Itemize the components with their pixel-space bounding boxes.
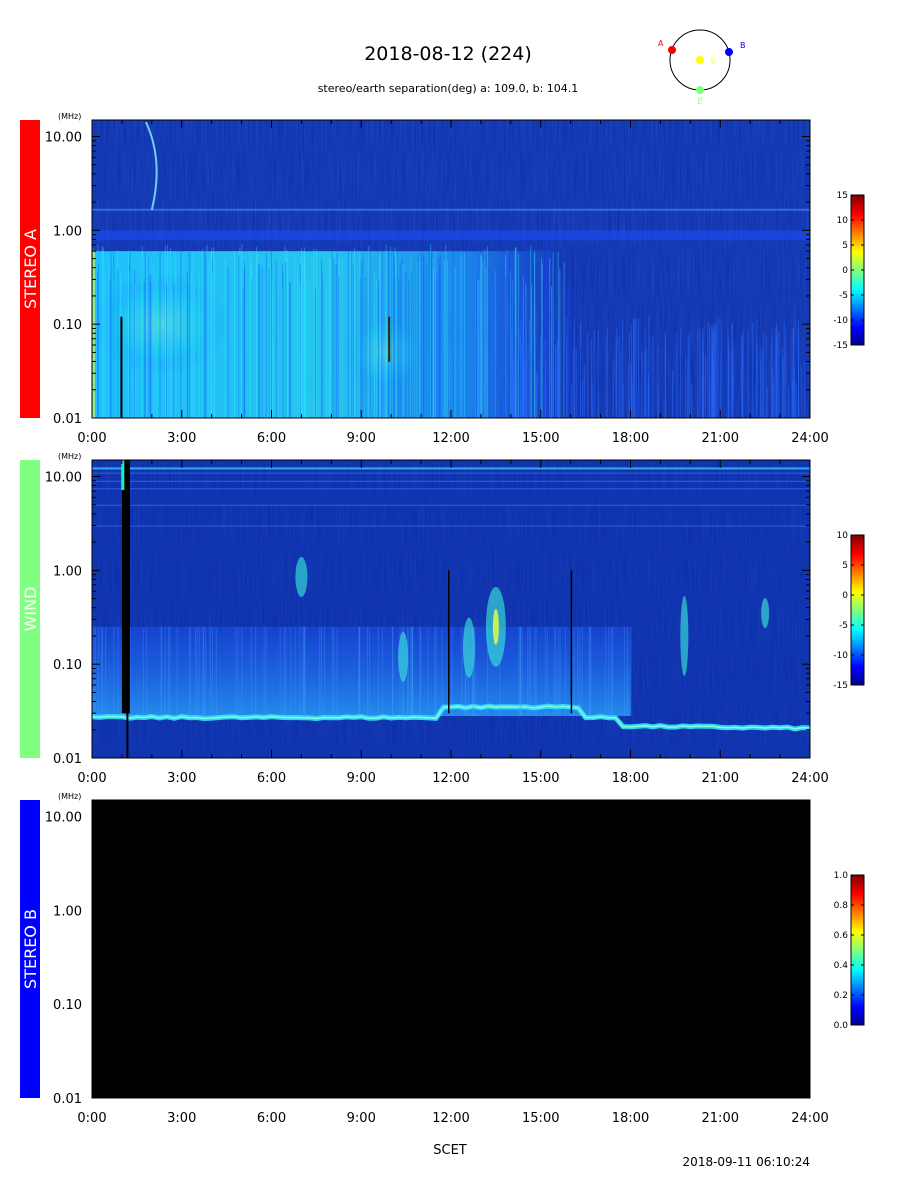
x-tick-label: 24:00 (791, 1111, 828, 1126)
colorbar-tick-label: 0.8 (834, 901, 849, 911)
colorbar-tick-label: -5 (839, 621, 848, 631)
panel-label-bar (20, 460, 40, 758)
x-tick-label: 0:00 (77, 1111, 106, 1126)
x-tick-label: 9:00 (347, 431, 376, 446)
x-tick-label: 3:00 (167, 771, 196, 786)
orbit-diagram: S E A B (658, 29, 746, 106)
colorbar-tick-label: -15 (833, 681, 848, 691)
colorbar-tick-label: 5 (842, 241, 848, 251)
y-tick-label: 1.00 (53, 564, 82, 579)
x-tick-label: 3:00 (167, 1111, 196, 1126)
colorbar (850, 874, 865, 1026)
colorbar-tick-label: 0 (842, 591, 848, 601)
y-tick-label: 0.10 (53, 998, 82, 1013)
sun-marker (696, 56, 704, 64)
spectrogram-emission (91, 460, 811, 758)
x-tick-label: 24:00 (791, 771, 828, 786)
earth-label: E (697, 97, 702, 106)
x-tick-label: 9:00 (347, 771, 376, 786)
colorbar-tick-label: 0.2 (834, 991, 848, 1001)
x-tick-label: 0:00 (77, 771, 106, 786)
x-tick-label: 12:00 (432, 771, 469, 786)
colorbar-tick-label: 0.0 (834, 1021, 849, 1031)
y-tick-label: 1.00 (53, 224, 82, 239)
panel-label: STEREO A (21, 229, 40, 309)
render-timestamp: 2018-09-11 06:10:24 (683, 1155, 810, 1169)
y-tick-label: 1.00 (53, 904, 82, 919)
x-tick-label: 6:00 (257, 1111, 286, 1126)
x-tick-label: 15:00 (522, 431, 559, 446)
stereo-a-marker (668, 46, 676, 54)
panel-label-bar (20, 800, 40, 1098)
panel-label: STEREO B (21, 909, 40, 989)
y-tick-label: 0.01 (53, 752, 82, 767)
panel-stereo-a: STEREO A (MHz) 10.00 1.00 0.10 0.01 0:00 3:00 6:… (20, 112, 865, 446)
x-tick-label: 18:00 (612, 431, 649, 446)
y-unit-label: (MHz) (58, 112, 81, 121)
stereo-a-label: A (658, 39, 664, 48)
panel-label: WIND (21, 587, 40, 632)
colorbar-tick-label: 1.0 (834, 871, 849, 881)
x-tick-label: 21:00 (702, 431, 739, 446)
colorbar-tick-label: 15 (837, 191, 848, 201)
spectrogram-emission (90, 120, 810, 418)
page-subtitle: stereo/earth separation(deg) a: 109.0, b… (318, 82, 579, 95)
x-tick-label: 24:00 (791, 431, 828, 446)
panel-stereo-b: STEREO B (MHz) 10.00 1.00 0.10 0.01 0:00 3:00 6:… (20, 792, 865, 1126)
page-title: 2018-08-12 (224) (364, 43, 532, 65)
y-unit-label: (MHz) (58, 452, 81, 461)
y-tick-label: 0.01 (53, 1092, 82, 1107)
x-tick-label: 6:00 (257, 771, 286, 786)
colorbar-tick-label: 0 (842, 266, 848, 276)
colorbar-tick-label: 10 (837, 216, 849, 226)
x-tick-label: 12:00 (432, 1111, 469, 1126)
x-tick-label: 15:00 (522, 771, 559, 786)
earth-marker (696, 86, 704, 94)
y-tick-label: 10.00 (45, 811, 82, 826)
colorbar-tick-label: 5 (842, 561, 848, 571)
x-tick-label: 18:00 (612, 1111, 649, 1126)
x-tick-label: 0:00 (77, 431, 106, 446)
panel-wind: WIND (MHz) 10.00 1.00 0.10 0.01 0:00 3:00 6:00 9:… (20, 452, 865, 786)
colorbar-tick-label: -5 (839, 291, 848, 301)
y-tick-label: 0.10 (53, 318, 82, 333)
x-tick-label: 12:00 (432, 431, 469, 446)
spectrogram-background (92, 800, 810, 1098)
x-tick-label: 21:00 (702, 1111, 739, 1126)
panel-label-bar (20, 120, 40, 418)
x-tick-label: 3:00 (167, 431, 196, 446)
colorbar-tick-label: 10 (837, 531, 849, 541)
colorbar-tick-label: 0.4 (834, 961, 849, 971)
y-tick-label: 10.00 (45, 471, 82, 486)
x-tick-label: 18:00 (612, 771, 649, 786)
colorbar-tick-label: -10 (833, 316, 848, 326)
x-tick-label: 21:00 (702, 771, 739, 786)
colorbar-tick-label: 0.6 (834, 931, 849, 941)
colorbar (850, 534, 865, 686)
x-tick-label: 15:00 (522, 1111, 559, 1126)
y-tick-label: 0.10 (53, 658, 82, 673)
y-tick-label: 10.00 (45, 131, 82, 146)
colorbar-tick-label: -15 (833, 341, 848, 351)
sun-label: S (710, 57, 715, 66)
colorbar-tick-label: -10 (833, 651, 848, 661)
y-unit-label: (MHz) (58, 792, 81, 801)
y-tick-label: 0.01 (53, 412, 82, 427)
x-tick-label: 9:00 (347, 1111, 376, 1126)
x-axis-label: SCET (433, 1143, 467, 1158)
stereo-b-label: B (740, 41, 746, 50)
stereo-b-marker (725, 48, 733, 56)
x-tick-label: 6:00 (257, 431, 286, 446)
